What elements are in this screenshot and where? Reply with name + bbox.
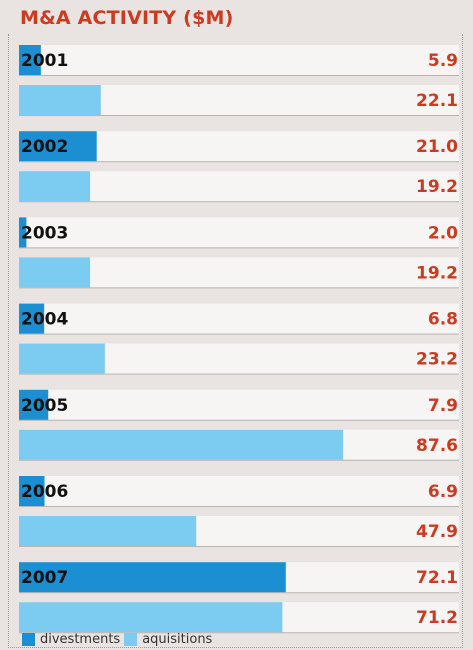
bar-track [19,45,459,75]
value-label-divestments-2002: 21.0 [416,137,458,157]
bar-aquisitions-2005 [19,429,344,460]
value-label-aquisitions-2007: 71.2 [416,608,458,628]
bar-track [19,217,459,248]
value-label-aquisitions-2006: 47.9 [416,522,458,542]
legend-swatch-divestments [22,632,35,646]
chart-frame [8,34,463,648]
bar-divestments-2003 [19,217,27,248]
category-label-2001: 2001 [21,51,68,71]
bar-divestments-2002 [19,131,97,162]
bar-divestments-2001 [19,45,41,75]
bar-aquisitions-2002 [19,171,91,202]
bar-track [19,303,459,334]
bar-divestments-2005 [19,389,49,420]
legend-item-aquisitions: aquisitions [124,632,212,647]
value-label-divestments-2007: 72.1 [416,568,458,588]
bar-divestments-2007 [19,562,286,593]
value-label-divestments-2001: 5.9 [428,51,458,71]
bar-aquisitions-2001 [19,85,101,115]
bar-aquisitions-2007 [19,602,283,633]
category-label-2002: 2002 [21,137,68,157]
category-label-2007: 2007 [21,568,68,588]
bar-aquisitions-2004 [19,343,105,374]
bar-track [19,476,459,506]
category-label-2006: 2006 [21,482,68,502]
legend: divestments aquisitions [22,630,212,648]
bar-aquisitions-2003 [19,257,91,288]
bar-track [19,257,459,288]
chart-title: M&A ACTIVITY ($M) [20,7,234,29]
legend-swatch-aquisitions [124,632,138,646]
category-label-2004: 2004 [21,310,68,330]
bar-track [19,389,459,420]
value-label-aquisitions-2003: 19.2 [416,263,458,283]
legend-label-divestments: divestments [40,631,121,647]
value-label-divestments-2006: 6.9 [428,482,458,502]
legend-label-aquisitions: aquisitions [142,631,213,647]
bar-track [19,171,459,202]
category-label-2003: 2003 [21,223,68,243]
value-label-aquisitions-2002: 19.2 [416,177,458,197]
value-label-divestments-2004: 6.8 [428,310,458,330]
category-label-2005: 2005 [21,396,68,416]
bar-aquisitions-2006 [19,516,197,546]
value-label-divestments-2003: 2.0 [428,223,458,243]
value-label-aquisitions-2005: 87.6 [416,436,458,456]
bar-divestments-2006 [19,476,45,506]
value-label-aquisitions-2001: 22.1 [416,91,458,111]
value-label-divestments-2005: 7.9 [428,396,458,416]
value-label-aquisitions-2004: 23.2 [416,350,458,370]
legend-item-divestments: divestments [22,632,120,647]
bar-divestments-2004 [19,303,45,334]
